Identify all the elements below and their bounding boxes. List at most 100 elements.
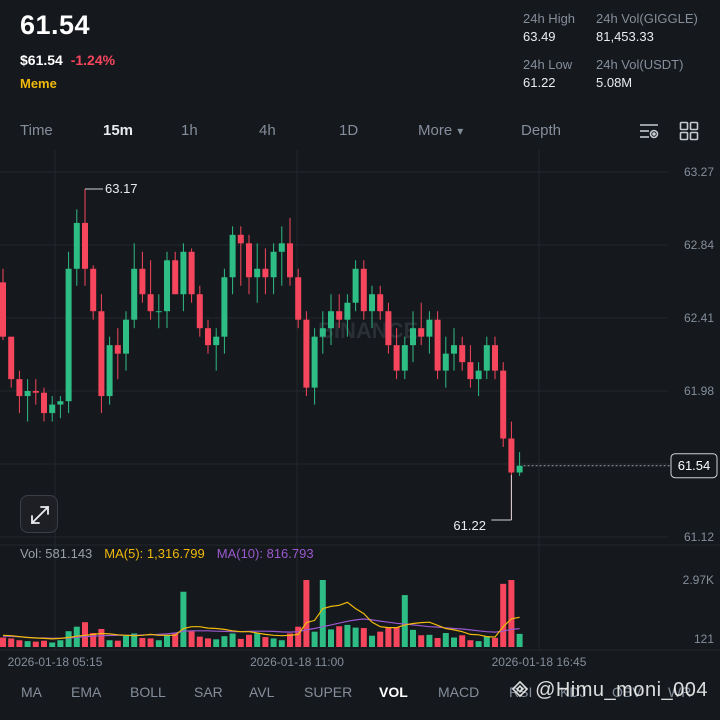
- high-marker-label: 63.17: [105, 181, 138, 196]
- volume-bar: [131, 633, 138, 647]
- candle-body: [131, 268, 138, 320]
- user-watermark: @Himu_moni_004: [509, 678, 708, 702]
- volume-bar: [287, 633, 293, 647]
- candle-body: [369, 294, 375, 312]
- volume-bar: [237, 638, 244, 647]
- volume-bar: [246, 634, 252, 647]
- candle-body: [295, 277, 302, 320]
- candle-body: [73, 222, 80, 269]
- ma5-value: MA(5): 1,316.799: [104, 546, 204, 561]
- last-price: 61.54: [20, 10, 91, 40]
- indicator-obv[interactable]: OBV: [612, 684, 642, 700]
- candle-body: [262, 268, 269, 278]
- volume-bar: [434, 637, 441, 647]
- grid-layout-icon[interactable]: [678, 120, 700, 142]
- volume-bar: [492, 637, 498, 647]
- tab-1d[interactable]: 1D: [339, 122, 359, 139]
- candle-body: [90, 268, 97, 312]
- candle-body: [278, 243, 285, 252]
- volume-bar: [65, 631, 72, 647]
- candle-body: [254, 268, 261, 278]
- candle-body: [205, 328, 211, 346]
- indicator-ema[interactable]: EMA: [71, 684, 102, 700]
- candle-body: [237, 234, 244, 244]
- candle-body: [418, 328, 425, 337]
- volume-bar: [369, 635, 375, 647]
- tab-15m[interactable]: 15m: [103, 122, 134, 139]
- indicator-vol[interactable]: VOL: [379, 684, 408, 700]
- volume-bar: [8, 638, 15, 647]
- volume-bar: [114, 640, 121, 647]
- expand-chart-button[interactable]: [20, 495, 58, 533]
- candle-body: [98, 311, 105, 397]
- candle-body: [426, 319, 433, 337]
- stat-value: 5.08M: [596, 75, 633, 90]
- candle-body: [82, 222, 88, 269]
- candle-body: [139, 268, 146, 295]
- candle-body: [114, 345, 121, 354]
- volume-bar: [360, 628, 367, 647]
- candle-body: [180, 251, 187, 295]
- volume-bar: [311, 631, 318, 647]
- candle-body: [287, 243, 293, 278]
- tab-4h[interactable]: 4h: [259, 122, 276, 139]
- category-tag[interactable]: Meme: [20, 76, 57, 91]
- volume-bar: [41, 640, 47, 647]
- candle-body: [467, 362, 474, 380]
- indicator-boll[interactable]: BOLL: [130, 684, 166, 700]
- volume-bar: [229, 633, 236, 647]
- indicator-ma[interactable]: MA: [21, 684, 42, 700]
- volume-bar: [188, 631, 195, 647]
- chart-settings-icon[interactable]: [638, 120, 660, 142]
- tab-time[interactable]: Time: [20, 122, 53, 139]
- volume-bar: [90, 633, 97, 647]
- stat-value: 81,453.33: [596, 29, 654, 44]
- binance-logo-icon: [511, 680, 529, 698]
- y-axis-label: 62.41: [684, 311, 714, 325]
- tab-more[interactable]: More: [418, 122, 463, 139]
- candle-body: [393, 345, 400, 371]
- x-axis-label: 2026-01-18 16:45: [492, 655, 587, 669]
- candle-body: [459, 345, 466, 363]
- indicator-sar[interactable]: SAR: [194, 684, 223, 700]
- candle-body: [270, 251, 277, 278]
- candle-body: [32, 391, 39, 393]
- tab-1h[interactable]: 1h: [181, 122, 198, 139]
- indicator-macd[interactable]: MACD: [438, 684, 480, 700]
- stat-label: 24h Low: [523, 57, 573, 72]
- stat-24h-vol-quote: 24h Vol(USDT) 5.08M: [596, 57, 683, 90]
- candle-body: [492, 345, 498, 371]
- candle-body: [164, 260, 170, 312]
- volume-bar: [221, 636, 228, 647]
- stat-label: 24h Vol(USDT): [596, 57, 684, 72]
- ma10-line: [2, 618, 520, 639]
- candle-body: [49, 404, 56, 414]
- volume-bar: [262, 637, 269, 647]
- y-axis-label: 61.12: [684, 530, 714, 544]
- candlestick-chart[interactable]: BINANCE 63.17 61.22 61.54 63.27 62.84 62.41 61…: [0, 150, 720, 670]
- indicator-avl[interactable]: AVL: [249, 684, 275, 700]
- candle-body: [16, 379, 23, 397]
- tab-depth[interactable]: Depth: [521, 122, 562, 139]
- volume-bar: [213, 639, 220, 647]
- volume-bar: [123, 635, 129, 647]
- ma10-value: MA(10): 816.793: [217, 546, 314, 561]
- volume-bar: [278, 640, 285, 647]
- indicator-wr[interactable]: WR: [668, 684, 692, 700]
- volume-bar: [82, 622, 88, 647]
- indicator-tabs: MA EMA BOLL SAR AVL SUPER VOL MACD RSI K…: [0, 672, 720, 712]
- candle-body: [65, 268, 72, 402]
- candle-body: [328, 311, 334, 329]
- candle-body: [123, 319, 129, 354]
- candle-body: [147, 294, 154, 312]
- candle-body: [311, 336, 318, 388]
- candle-body: [500, 370, 507, 439]
- stat-value: 61.22: [523, 75, 556, 90]
- candle-body: [385, 311, 392, 346]
- volume-bar: [155, 640, 162, 647]
- indicator-super[interactable]: SUPER: [304, 684, 353, 700]
- volume-legend: Vol: 581.143 MA(5): 1,316.799 MA(10): 816.…: [20, 546, 314, 561]
- indicator-kdj[interactable]: KDJ: [560, 684, 587, 700]
- volume-bar: [172, 633, 179, 647]
- volume-bar: [352, 627, 359, 647]
